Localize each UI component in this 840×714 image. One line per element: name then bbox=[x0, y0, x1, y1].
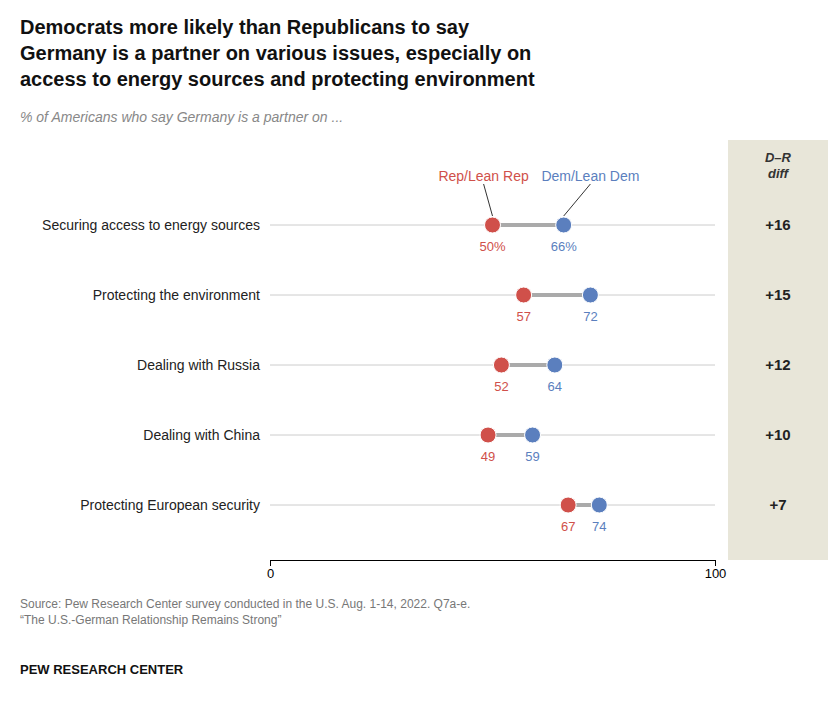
row-baseline bbox=[270, 365, 715, 366]
data-label: 72 bbox=[583, 309, 597, 324]
diff-background bbox=[728, 140, 828, 560]
x-tick-label: 100 bbox=[705, 566, 727, 581]
subtitle: % of Americans who say Germany is a part… bbox=[20, 109, 343, 125]
x-axis-line bbox=[271, 561, 716, 567]
chart: Democrats more likely than Republicans t… bbox=[0, 0, 840, 714]
title: Democrats more likely than Republicans t… bbox=[20, 16, 535, 90]
category-label: Dealing with Russia bbox=[137, 357, 260, 373]
category-label: Dealing with China bbox=[143, 427, 260, 443]
dot bbox=[493, 357, 509, 373]
dot bbox=[485, 217, 501, 233]
series-label: Rep/Lean Rep bbox=[438, 168, 529, 184]
x-axis: 0 100 bbox=[267, 560, 726, 581]
x-tick: 0 bbox=[267, 560, 274, 581]
source: Source: Pew Research Center survey condu… bbox=[20, 597, 470, 627]
diff-label: +7 bbox=[769, 496, 786, 513]
dot bbox=[591, 497, 607, 513]
x-tick: 100 bbox=[705, 560, 727, 581]
category-label: Securing access to energy sources bbox=[42, 217, 260, 233]
diff-label: +12 bbox=[765, 356, 790, 373]
x-tick-label: 0 bbox=[267, 566, 274, 581]
diff-header: D–Rdiff bbox=[765, 150, 792, 181]
dot bbox=[582, 287, 598, 303]
annotation-line bbox=[484, 184, 493, 216]
category-label: Protecting the environment bbox=[93, 287, 260, 303]
dot bbox=[547, 357, 563, 373]
data-label: 74 bbox=[592, 519, 606, 534]
diff-label: +15 bbox=[765, 286, 790, 303]
annotation-line bbox=[564, 184, 591, 216]
dot bbox=[556, 217, 572, 233]
marks bbox=[270, 217, 715, 513]
category-label: Protecting European security bbox=[80, 497, 260, 513]
data-label: 52 bbox=[494, 379, 508, 394]
data-label: 66% bbox=[551, 239, 577, 254]
row-baseline bbox=[270, 505, 715, 506]
diff-label: +16 bbox=[765, 216, 790, 233]
data-label: 57 bbox=[516, 309, 530, 324]
data-label: 49 bbox=[481, 449, 495, 464]
dot bbox=[516, 287, 532, 303]
x-tick-mark bbox=[715, 560, 716, 566]
data-label: 67 bbox=[561, 519, 575, 534]
dot bbox=[480, 427, 496, 443]
connector bbox=[493, 223, 564, 227]
x-tick-mark bbox=[270, 560, 271, 566]
diff-label: +10 bbox=[765, 426, 790, 443]
dot bbox=[560, 497, 576, 513]
dot bbox=[525, 427, 541, 443]
series-label: Dem/Lean Dem bbox=[541, 168, 639, 184]
row-baseline bbox=[270, 295, 715, 296]
data-label: 64 bbox=[548, 379, 562, 394]
data-label: 59 bbox=[525, 449, 539, 464]
credit: PEW RESEARCH CENTER bbox=[20, 662, 184, 677]
data-label: 50% bbox=[479, 239, 505, 254]
connector bbox=[524, 293, 591, 297]
